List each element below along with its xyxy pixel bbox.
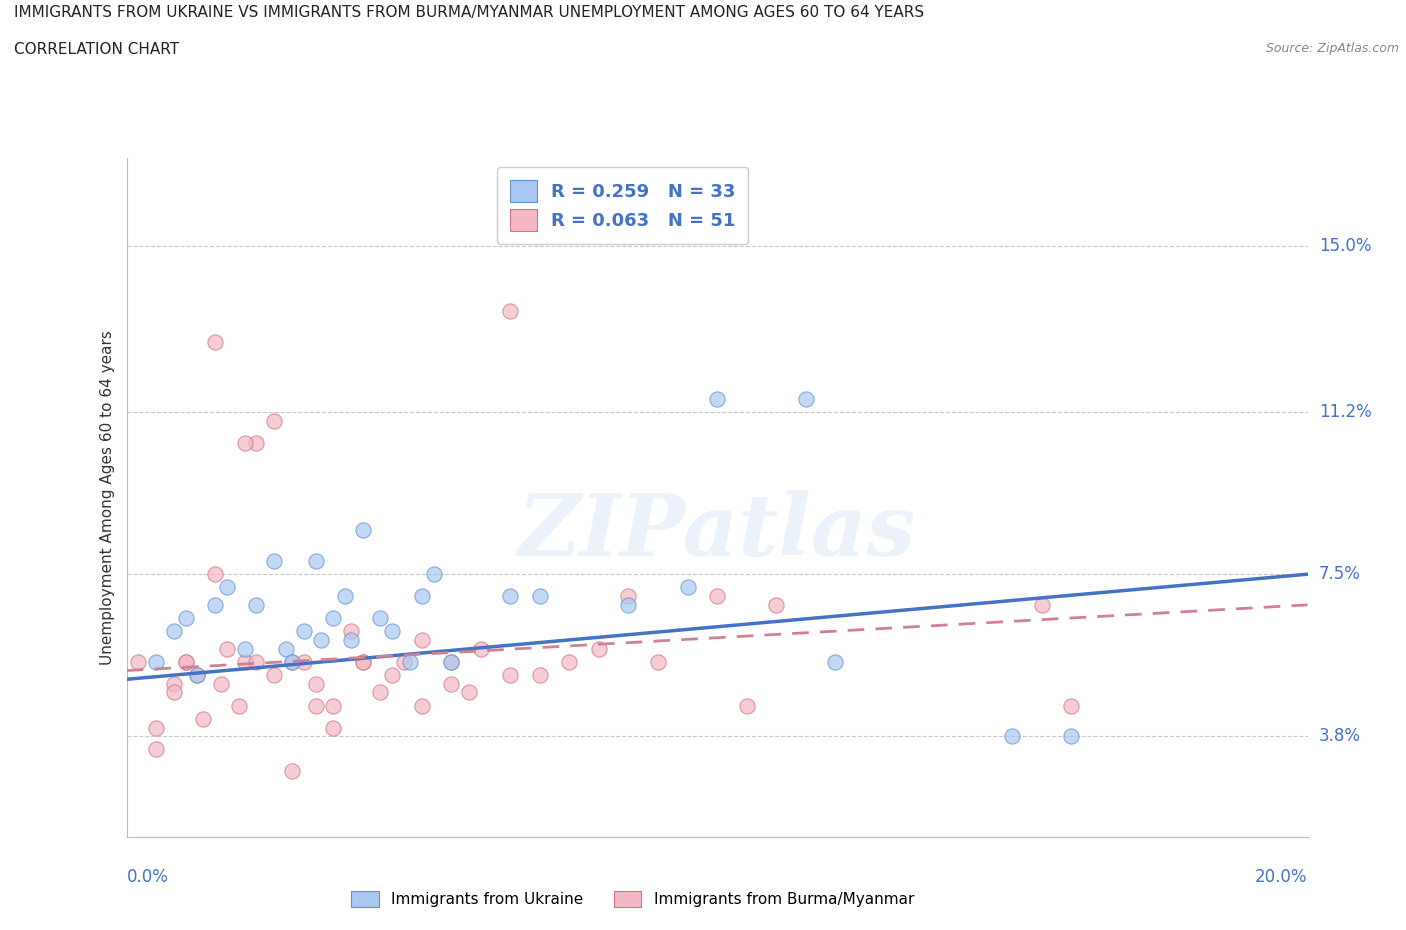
- Text: CORRELATION CHART: CORRELATION CHART: [14, 42, 179, 57]
- Point: [186, 668, 208, 683]
- Point: [381, 624, 404, 639]
- Point: [706, 589, 728, 604]
- Point: [215, 580, 238, 595]
- Point: [304, 698, 326, 713]
- Point: [794, 392, 817, 406]
- Point: [529, 668, 551, 683]
- Point: [824, 655, 846, 670]
- Point: [304, 553, 326, 568]
- Point: [676, 580, 699, 595]
- Point: [440, 655, 463, 670]
- Point: [145, 720, 167, 735]
- Legend: Immigrants from Ukraine, Immigrants from Burma/Myanmar: Immigrants from Ukraine, Immigrants from…: [346, 884, 920, 913]
- Point: [281, 764, 304, 778]
- Point: [228, 698, 250, 713]
- Point: [311, 632, 333, 647]
- Point: [422, 566, 444, 581]
- Point: [245, 597, 267, 612]
- Point: [399, 655, 422, 670]
- Point: [322, 611, 344, 626]
- Point: [292, 624, 315, 639]
- Point: [411, 632, 433, 647]
- Point: [233, 435, 256, 450]
- Point: [499, 304, 522, 319]
- Point: [245, 655, 267, 670]
- Point: [322, 720, 344, 735]
- Point: [145, 742, 167, 757]
- Text: ZIPatlas: ZIPatlas: [517, 490, 917, 573]
- Y-axis label: Unemployment Among Ages 60 to 64 years: Unemployment Among Ages 60 to 64 years: [100, 330, 115, 665]
- Point: [204, 597, 226, 612]
- Point: [174, 655, 197, 670]
- Point: [333, 589, 356, 604]
- Point: [735, 698, 758, 713]
- Point: [209, 676, 232, 691]
- Point: [263, 668, 285, 683]
- Point: [281, 655, 304, 670]
- Point: [163, 676, 186, 691]
- Point: [163, 624, 186, 639]
- Point: [204, 335, 226, 350]
- Point: [499, 589, 522, 604]
- Text: 3.8%: 3.8%: [1319, 727, 1361, 745]
- Point: [233, 641, 256, 656]
- Point: [174, 655, 197, 670]
- Point: [352, 655, 374, 670]
- Point: [322, 698, 344, 713]
- Point: [706, 392, 728, 406]
- Text: 15.0%: 15.0%: [1319, 237, 1371, 255]
- Point: [558, 655, 581, 670]
- Point: [470, 641, 492, 656]
- Point: [617, 589, 640, 604]
- Point: [647, 655, 669, 670]
- Point: [588, 641, 610, 656]
- Point: [370, 611, 392, 626]
- Point: [1001, 729, 1024, 744]
- Point: [392, 655, 415, 670]
- Point: [340, 624, 363, 639]
- Point: [370, 685, 392, 700]
- Point: [304, 676, 326, 691]
- Point: [263, 553, 285, 568]
- Point: [411, 698, 433, 713]
- Text: Source: ZipAtlas.com: Source: ZipAtlas.com: [1265, 42, 1399, 55]
- Point: [1031, 597, 1053, 612]
- Point: [274, 641, 297, 656]
- Point: [340, 632, 363, 647]
- Point: [411, 589, 433, 604]
- Point: [458, 685, 481, 700]
- Point: [174, 611, 197, 626]
- Point: [352, 523, 374, 538]
- Legend: R = 0.259   N = 33, R = 0.063   N = 51: R = 0.259 N = 33, R = 0.063 N = 51: [496, 167, 748, 244]
- Text: IMMIGRANTS FROM UKRAINE VS IMMIGRANTS FROM BURMA/MYANMAR UNEMPLOYMENT AMONG AGES: IMMIGRANTS FROM UKRAINE VS IMMIGRANTS FR…: [14, 5, 924, 20]
- Point: [617, 597, 640, 612]
- Point: [440, 676, 463, 691]
- Point: [163, 685, 186, 700]
- Point: [352, 655, 374, 670]
- Text: 7.5%: 7.5%: [1319, 565, 1361, 583]
- Point: [1060, 698, 1083, 713]
- Point: [263, 414, 285, 429]
- Point: [529, 589, 551, 604]
- Point: [145, 655, 167, 670]
- Point: [193, 711, 215, 726]
- Text: 0.0%: 0.0%: [127, 868, 169, 885]
- Point: [765, 597, 787, 612]
- Text: 11.2%: 11.2%: [1319, 403, 1371, 421]
- Point: [127, 655, 149, 670]
- Text: 20.0%: 20.0%: [1256, 868, 1308, 885]
- Point: [440, 655, 463, 670]
- Point: [381, 668, 404, 683]
- Point: [245, 435, 267, 450]
- Point: [215, 641, 238, 656]
- Point: [281, 655, 304, 670]
- Point: [292, 655, 315, 670]
- Point: [233, 655, 256, 670]
- Point: [1060, 729, 1083, 744]
- Point: [499, 668, 522, 683]
- Point: [186, 668, 208, 683]
- Point: [204, 566, 226, 581]
